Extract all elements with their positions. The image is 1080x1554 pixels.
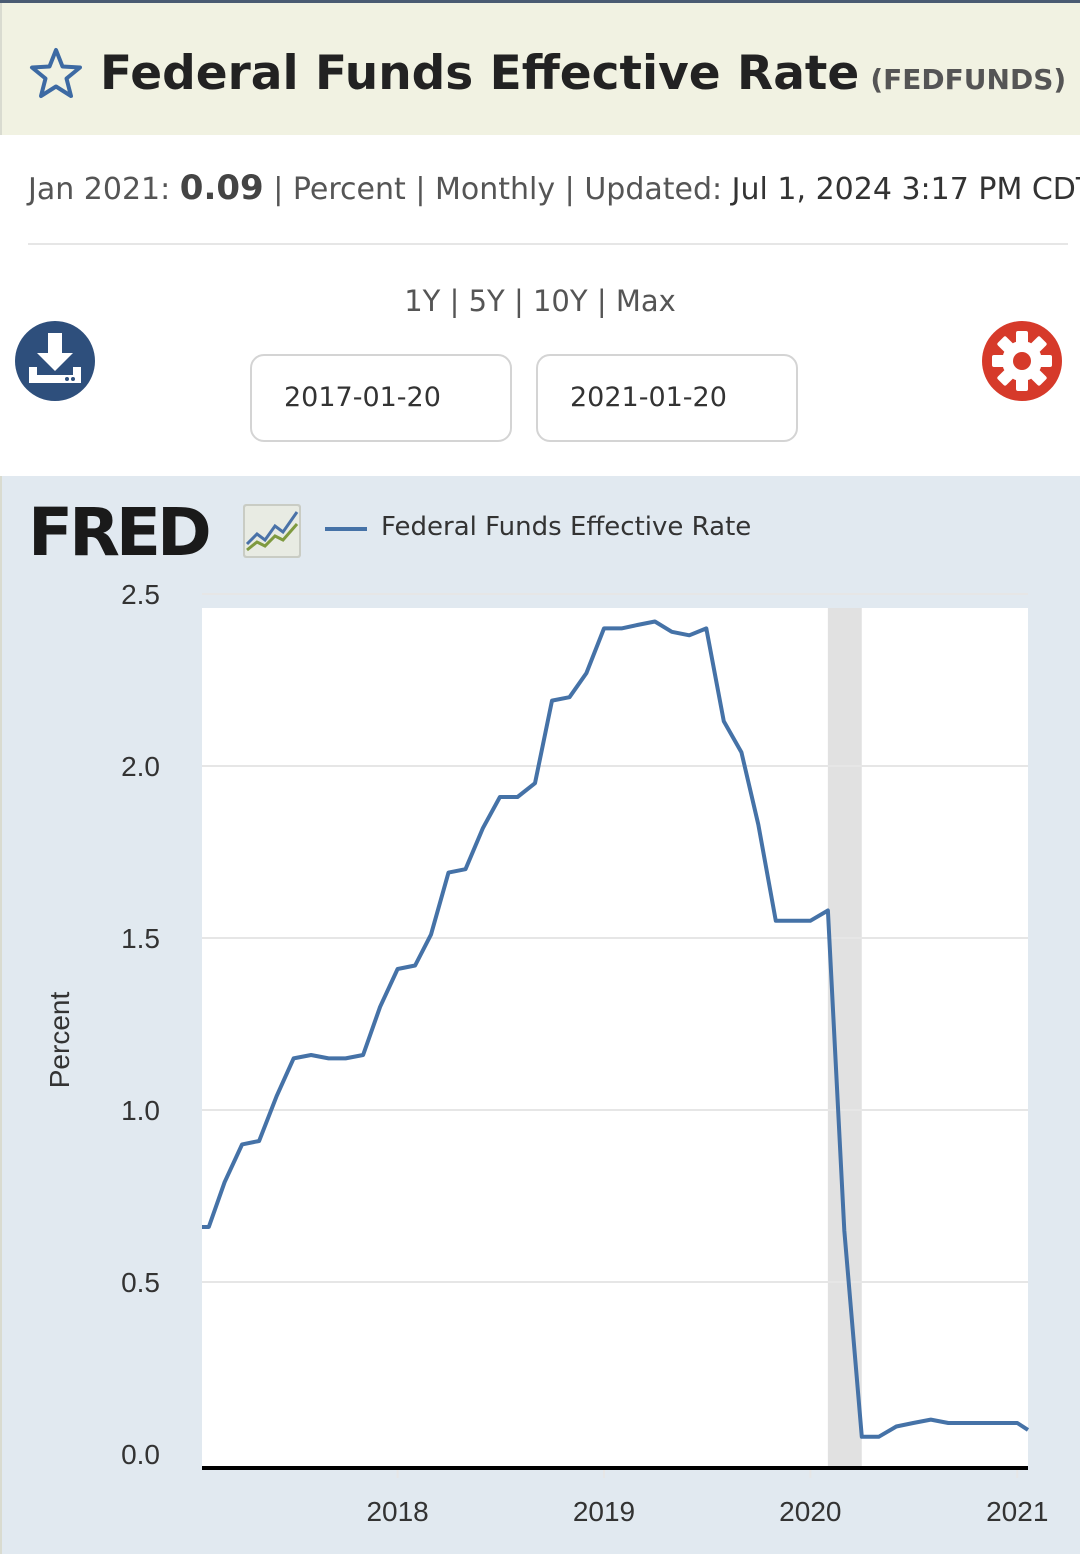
meta-frequency: Monthly [434, 172, 556, 207]
meta-updated-label: Updated: [584, 172, 723, 207]
range-10y-link[interactable]: 10Y [532, 284, 588, 318]
download-icon [29, 333, 81, 383]
fred-chart-icon [243, 504, 301, 558]
series-meta: Jan 2021: 0.09 | Percent | Monthly | Upd… [28, 168, 1080, 208]
gear-icon [992, 331, 1052, 391]
meta-period: Jan 2021: [28, 172, 171, 207]
settings-button[interactable] [982, 321, 1062, 401]
end-date-input[interactable]: 2021-01-20 [536, 354, 798, 442]
series-line [202, 619, 1030, 1439]
download-button[interactable] [15, 321, 95, 401]
y-tick-label: 0.5 [121, 1267, 160, 1298]
fred-logo: FRED [28, 494, 212, 571]
x-tick-label: 2019 [573, 1496, 635, 1527]
y-tick-label: 2.0 [121, 751, 160, 782]
x-tick-label: 2018 [366, 1496, 428, 1527]
x-tick-label: 2020 [779, 1496, 841, 1527]
meta-value: 0.09 [179, 168, 264, 208]
range-5y-link[interactable]: 5Y [468, 284, 505, 318]
series-code: (FEDFUNDS) [870, 63, 1067, 96]
meta-units: Percent [292, 172, 406, 207]
series-title: Federal Funds Effective Rate [100, 46, 860, 101]
start-date-input[interactable]: 2017-01-20 [250, 354, 512, 442]
star-icon[interactable] [28, 46, 84, 102]
range-links: 1Y | 5Y | 10Y | Max [404, 284, 676, 318]
title-bar [0, 3, 1080, 135]
legend-swatch [325, 527, 367, 531]
range-1y-link[interactable]: 1Y [404, 284, 441, 318]
y-tick-label: 0.0 [121, 1439, 160, 1470]
page-title: Federal Funds Effective Rate (FEDFUNDS) [100, 46, 1066, 101]
legend-label: Federal Funds Effective Rate [381, 512, 752, 542]
range-max-link[interactable]: Max [615, 284, 676, 318]
meta-updated-value: Jul 1, 2024 3:17 PM CDT [731, 172, 1080, 207]
divider [28, 243, 1068, 245]
top-border [0, 0, 1080, 3]
x-tick-label: 2021 [986, 1496, 1048, 1527]
y-tick-label: 1.0 [121, 1095, 160, 1126]
y-tick-label: 1.5 [121, 923, 160, 954]
plot-background [202, 608, 1028, 1468]
y-tick-label: 2.5 [121, 579, 160, 610]
